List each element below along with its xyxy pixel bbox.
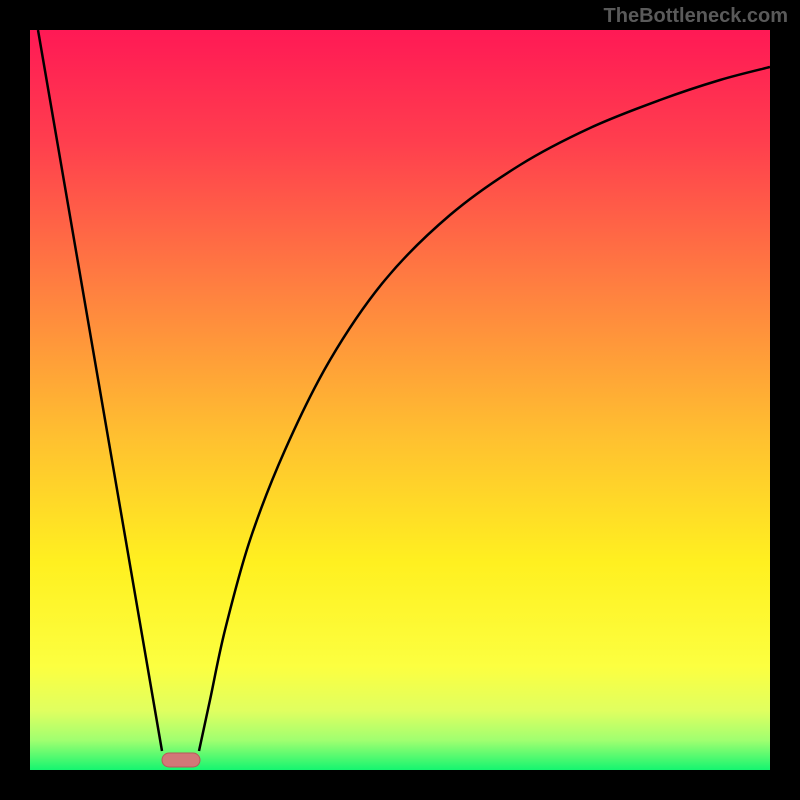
watermark-text: TheBottleneck.com xyxy=(604,5,788,28)
chart-container: TheBottleneck.com xyxy=(0,0,800,800)
bottleneck-chart xyxy=(0,0,800,800)
